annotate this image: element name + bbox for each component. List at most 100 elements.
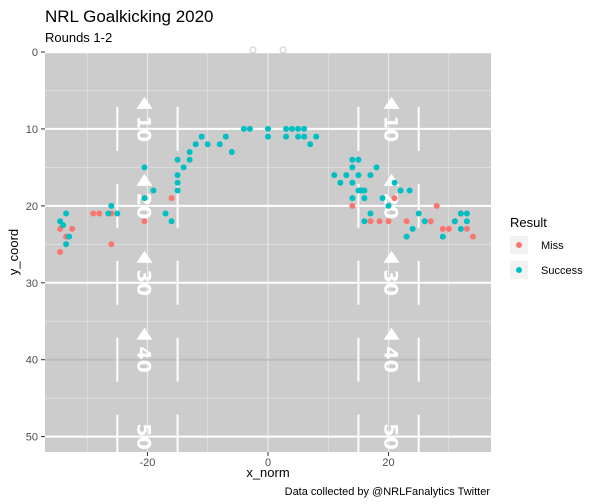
y-tick-label: 20 [26,201,38,213]
point-success [295,125,302,132]
point-success [373,164,380,171]
point-miss [445,225,452,232]
point-miss [96,210,103,217]
point-success [349,195,356,202]
field-arrow-40m [136,327,153,340]
point-success [385,202,392,209]
point-success [186,149,193,155]
point-miss [349,202,356,209]
field-label-40m: 40 [380,346,402,372]
point-success [355,156,362,163]
point-success [105,210,112,217]
y-tick-label: 10 [26,124,38,136]
point-success [331,172,338,179]
y-axis-label: y_coord [6,229,21,275]
point-success [301,133,308,140]
point-miss [108,241,115,248]
point-success [204,141,211,148]
point-miss [367,218,374,225]
y-tick-label: 50 [26,432,38,444]
point-success [406,187,413,194]
point-success [141,195,148,202]
point-success [463,210,470,217]
x-axis-ticks: -20 0 20 [140,452,395,469]
point-success [361,218,368,225]
point-success [463,218,470,225]
point-success [216,141,223,148]
point-miss [403,218,410,225]
point-success [391,179,398,186]
point-success [174,179,181,186]
point-success [222,133,229,140]
point-success [265,133,271,140]
point-miss [69,225,76,232]
point-miss [168,195,175,202]
point-success [349,179,356,186]
point-success [379,195,386,202]
goal-post-marker [279,46,287,54]
point-success [289,125,296,132]
field-arrow-10m [383,96,400,109]
x-tick-label: 20 [382,457,394,469]
point-success [313,133,320,140]
y-tick-label: 30 [26,278,38,290]
point-success [228,149,235,155]
legend-label-miss: Miss [541,240,564,252]
point-success [361,187,368,194]
point-success [337,179,344,186]
legend: Result Miss Success [510,215,583,279]
point-success [60,222,67,229]
point-success [301,125,308,132]
point-success [283,125,290,132]
caption: Data collected by @NRLFanalytics Twitter [285,486,491,498]
point-success [168,218,175,225]
legend-dot-miss [516,242,522,248]
field-label-30m: 30 [132,270,154,296]
point-success [174,156,181,163]
point-success [349,156,356,163]
point-success [439,233,446,240]
point-success [162,210,169,217]
field-markings: 10102020303040405050 [45,46,491,459]
point-success [108,202,115,209]
point-success [421,218,428,225]
point-success [283,133,290,140]
point-miss [376,218,383,225]
point-success [174,172,181,179]
legend-dot-success [516,267,522,273]
point-miss [427,218,434,225]
legend-label-success: Success [541,265,583,277]
field-label-20m: 20 [132,193,154,219]
point-miss [469,233,476,240]
x-tick-label: 0 [265,457,271,469]
field-arrow-30m [383,250,400,263]
chart-title: NRL Goalkicking 2020 [45,7,214,26]
point-success [295,133,302,140]
point-success [180,164,187,171]
point-success [397,187,404,194]
point-success [141,164,148,171]
point-success [246,125,253,132]
field-arrow-20m [136,173,153,186]
point-success [174,187,181,194]
field-label-40m: 40 [132,346,154,372]
field-label-50m: 50 [380,423,402,449]
x-tick-label: -20 [140,457,156,469]
point-success [307,141,314,148]
point-success [114,210,121,217]
point-success [343,172,350,179]
point-success [63,241,70,248]
point-miss [433,202,440,209]
point-success [409,225,416,232]
point-success [349,164,356,171]
y-axis-ticks: 0 10 20 30 40 50 [26,47,45,444]
point-success [457,225,464,232]
point-success [240,125,247,132]
point-miss [439,225,446,232]
field-label-50m: 50 [132,423,154,449]
point-success [415,210,422,217]
legend-title: Result [510,215,547,230]
y-tick-label: 40 [26,355,38,367]
goal-post-marker [249,46,257,54]
